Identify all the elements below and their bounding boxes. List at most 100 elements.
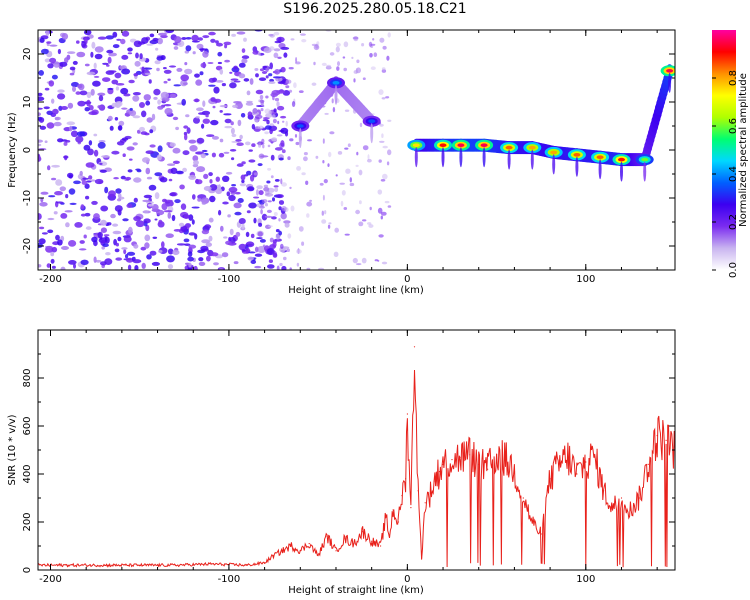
noise-blob: [245, 141, 251, 146]
noise-blob: [381, 133, 384, 138]
noise-blob: [173, 46, 179, 50]
noise-blob: [192, 194, 196, 200]
noise-blob: [224, 59, 231, 63]
noise-blob: [245, 102, 254, 106]
noise-blob: [201, 229, 210, 235]
noise-blob: [362, 145, 369, 151]
noise-blob: [253, 172, 258, 176]
snr-point: [665, 439, 667, 441]
ridge-peak: [368, 119, 376, 123]
noise-blob: [381, 97, 386, 100]
snr-point: [353, 543, 355, 545]
noise-blob: [198, 48, 208, 51]
noise-blob: [84, 183, 90, 189]
noise-blob: [197, 197, 202, 202]
noise-blob: [56, 201, 64, 204]
noise-blob: [382, 45, 387, 50]
noise-blob: [249, 78, 254, 85]
noise-blob: [219, 68, 224, 75]
noise-blob: [104, 186, 109, 194]
noise-blob: [283, 52, 288, 58]
colorbar-tick-label: 0.2: [728, 214, 739, 230]
noise-blob: [111, 150, 120, 155]
noise-blob: [132, 259, 142, 264]
noise-blob: [277, 56, 282, 59]
noise-blob: [234, 191, 241, 195]
noise-blob: [265, 95, 269, 99]
noise-blob: [99, 162, 103, 165]
noise-blob: [233, 261, 239, 265]
noise-blob: [344, 109, 350, 112]
noise-blob: [143, 210, 149, 214]
noise-blob: [266, 180, 271, 184]
noise-blob: [193, 98, 200, 103]
noise-blob: [226, 191, 231, 197]
snr-point: [344, 538, 346, 540]
noise-blob: [313, 44, 320, 51]
noise-blob: [267, 167, 272, 171]
noise-blob: [98, 140, 106, 143]
noise-blob: [369, 53, 373, 58]
noise-blob: [269, 128, 273, 135]
noise-blob: [121, 247, 128, 250]
noise-blob: [133, 40, 142, 48]
noise-blob: [386, 161, 390, 166]
noise-blob: [125, 176, 132, 181]
noise-blob: [83, 144, 91, 151]
noise-blob: [263, 184, 269, 188]
noise-blob: [84, 63, 90, 67]
ridge-peak: [332, 81, 340, 85]
noise-blob: [286, 79, 292, 84]
noise-blob: [313, 61, 316, 66]
noise-blob: [63, 141, 68, 146]
noise-blob: [225, 171, 233, 175]
noise-blob: [201, 239, 211, 244]
noise-blob: [95, 259, 102, 263]
noise-blob: [276, 134, 283, 137]
noise-blob: [60, 213, 68, 219]
noise-blob: [281, 149, 286, 154]
ridge-smear: [414, 147, 418, 168]
noise-blob: [260, 203, 264, 207]
noise-blob: [116, 141, 125, 146]
noise-blob: [184, 62, 188, 66]
noise-blob: [288, 67, 294, 70]
noise-blob: [48, 80, 55, 87]
noise-blob: [126, 203, 133, 208]
noise-blob: [206, 134, 215, 138]
noise-blob: [221, 83, 226, 87]
noise-blob: [289, 138, 294, 142]
noise-blob: [349, 177, 352, 183]
noise-blob: [77, 100, 86, 107]
noise-blob: [333, 251, 339, 257]
noise-blob: [211, 152, 216, 158]
noise-blob: [265, 75, 269, 79]
noise-blob: [208, 77, 216, 83]
noise-blob: [133, 177, 142, 183]
noise-blob: [97, 36, 107, 40]
spectrogram-marks: [38, 30, 675, 270]
noise-blob: [276, 194, 284, 199]
spectrogram-xlabel: Height of straight line (km): [288, 285, 424, 296]
noise-blob: [266, 209, 272, 213]
noise-blob: [212, 136, 219, 140]
noise-blob: [234, 211, 242, 216]
ridge-smear: [598, 159, 602, 180]
ridge-peak: [573, 153, 581, 157]
noise-blob: [79, 90, 88, 96]
noise-blob: [381, 261, 388, 265]
ridge-peak: [550, 150, 558, 155]
noise-blob: [306, 201, 313, 207]
noise-blob: [334, 227, 340, 233]
snr-point: [380, 545, 382, 547]
noise-blob: [377, 207, 383, 214]
noise-blob: [280, 115, 287, 119]
noise-blob: [68, 240, 77, 247]
noise-blob: [238, 73, 246, 79]
noise-blob: [79, 240, 85, 244]
noise-blob: [200, 153, 206, 159]
noise-blob: [379, 37, 385, 43]
noise-blob: [191, 40, 200, 43]
noise-blob: [159, 177, 168, 183]
noise-blob: [126, 146, 135, 151]
